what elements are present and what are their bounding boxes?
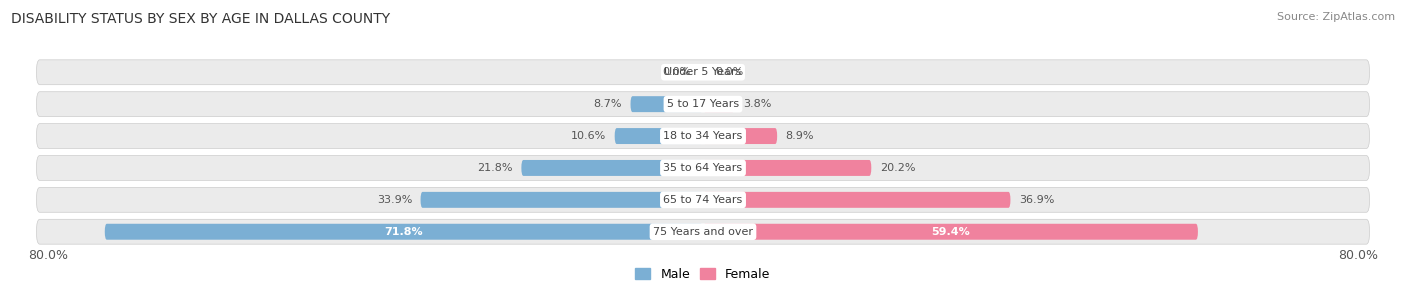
FancyBboxPatch shape [703,192,1011,208]
FancyBboxPatch shape [37,156,1369,180]
FancyBboxPatch shape [630,96,703,112]
FancyBboxPatch shape [105,224,703,240]
Text: Under 5 Years: Under 5 Years [665,67,741,77]
FancyBboxPatch shape [37,124,1369,148]
FancyBboxPatch shape [37,92,1369,117]
FancyBboxPatch shape [703,96,735,112]
Text: 5 to 17 Years: 5 to 17 Years [666,99,740,109]
Text: 10.6%: 10.6% [571,131,606,141]
Text: 80.0%: 80.0% [1339,249,1378,262]
Text: 8.7%: 8.7% [593,99,623,109]
FancyBboxPatch shape [420,192,703,208]
Text: 65 to 74 Years: 65 to 74 Years [664,195,742,205]
Text: 18 to 34 Years: 18 to 34 Years [664,131,742,141]
FancyBboxPatch shape [614,128,703,144]
Text: 3.8%: 3.8% [742,99,772,109]
Text: Source: ZipAtlas.com: Source: ZipAtlas.com [1277,12,1395,22]
Text: 80.0%: 80.0% [28,249,67,262]
Text: 75 Years and over: 75 Years and over [652,227,754,237]
Text: 71.8%: 71.8% [385,227,423,237]
FancyBboxPatch shape [703,160,872,176]
Text: 21.8%: 21.8% [478,163,513,173]
Text: 35 to 64 Years: 35 to 64 Years [664,163,742,173]
FancyBboxPatch shape [703,224,1198,240]
Text: 20.2%: 20.2% [880,163,915,173]
FancyBboxPatch shape [37,187,1369,212]
FancyBboxPatch shape [522,160,703,176]
FancyBboxPatch shape [37,219,1369,244]
Text: 0.0%: 0.0% [716,67,744,77]
FancyBboxPatch shape [37,60,1369,85]
Text: DISABILITY STATUS BY SEX BY AGE IN DALLAS COUNTY: DISABILITY STATUS BY SEX BY AGE IN DALLA… [11,12,391,26]
Text: 8.9%: 8.9% [786,131,814,141]
Legend: Male, Female: Male, Female [630,263,776,286]
FancyBboxPatch shape [703,128,778,144]
Text: 33.9%: 33.9% [377,195,412,205]
Text: 59.4%: 59.4% [931,227,970,237]
Text: 0.0%: 0.0% [662,67,690,77]
Text: 36.9%: 36.9% [1019,195,1054,205]
